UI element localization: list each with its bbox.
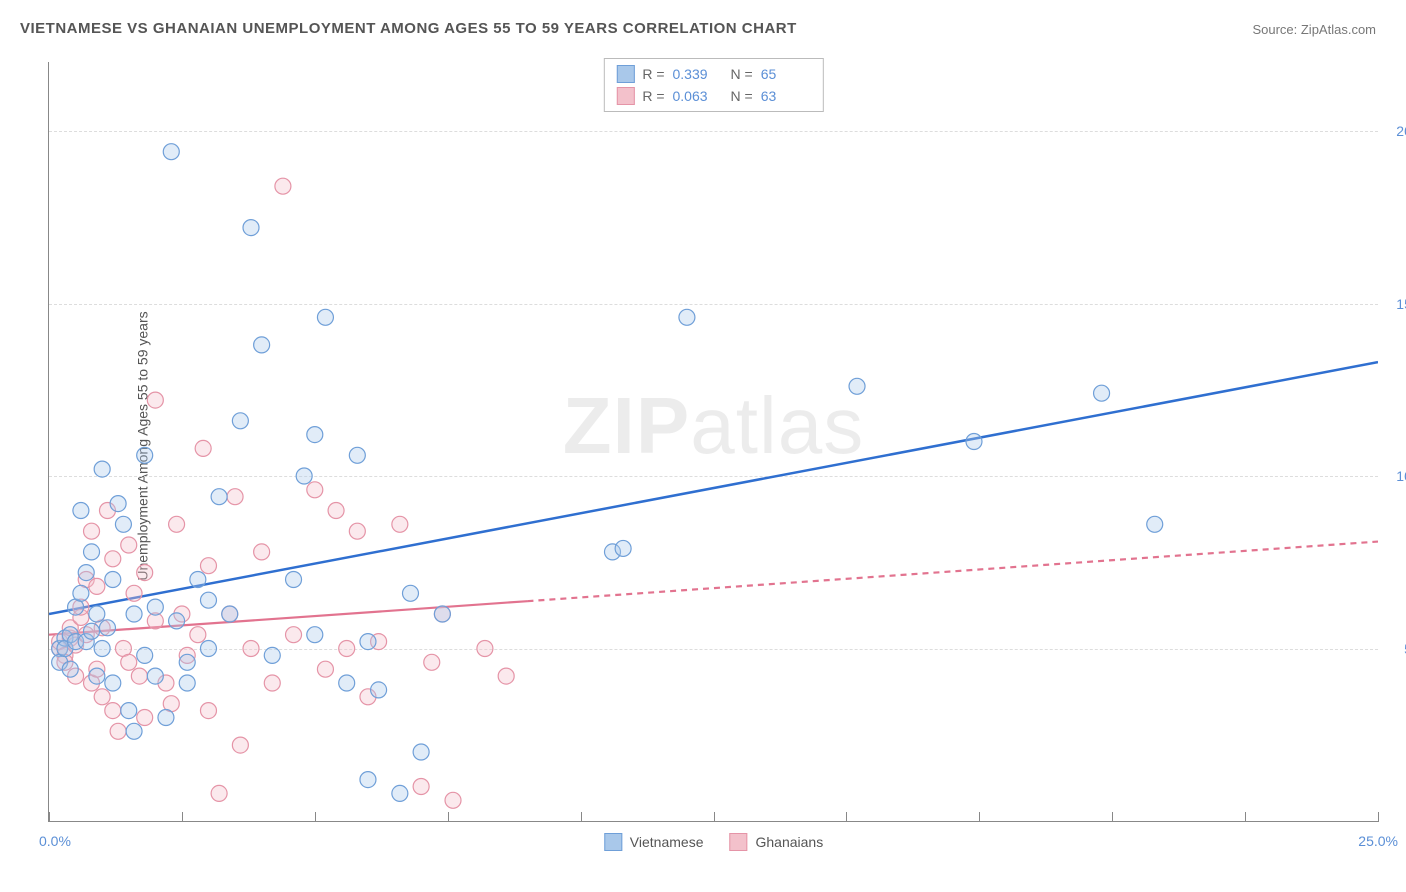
y-tick-label: 20.0%: [1396, 123, 1406, 139]
source-label: Source: ZipAtlas.com: [1252, 22, 1376, 37]
legend-item-ghanaians: Ghanaians: [729, 833, 823, 851]
n-label: N =: [731, 66, 753, 82]
chart-title: VIETNAMESE VS GHANAIAN UNEMPLOYMENT AMON…: [20, 20, 797, 37]
swatch-ghanaians: [616, 87, 634, 105]
y-tick-label: 10.0%: [1396, 468, 1406, 484]
swatch-vietnamese-b: [604, 833, 622, 851]
chart-svg: [49, 62, 1378, 821]
series-legend: Vietnamese Ghanaians: [604, 833, 823, 851]
x-tick: [1378, 812, 1379, 822]
r-label: R =: [642, 66, 664, 82]
y-tick-label: 15.0%: [1396, 296, 1406, 312]
n-label: N =: [731, 88, 753, 104]
x-axis-start-label: 0.0%: [39, 833, 71, 849]
plot-area: ZIPatlas R = 0.339 N = 65 R = 0.063 N = …: [48, 62, 1378, 822]
legend-item-vietnamese: Vietnamese: [604, 833, 704, 851]
legend-row-2: R = 0.063 N = 63: [616, 85, 810, 107]
r-value-vietnamese: 0.339: [673, 66, 723, 82]
n-value-vietnamese: 65: [761, 66, 811, 82]
legend-label-vietnamese: Vietnamese: [630, 834, 704, 850]
x-axis-end-label: 25.0%: [1358, 833, 1398, 849]
swatch-ghanaians-b: [729, 833, 747, 851]
r-value-ghanaians: 0.063: [673, 88, 723, 104]
correlation-legend: R = 0.339 N = 65 R = 0.063 N = 63: [603, 58, 823, 112]
swatch-vietnamese: [616, 65, 634, 83]
n-value-ghanaians: 63: [761, 88, 811, 104]
legend-label-ghanaians: Ghanaians: [755, 834, 823, 850]
legend-row-1: R = 0.339 N = 65: [616, 63, 810, 85]
r-label: R =: [642, 88, 664, 104]
